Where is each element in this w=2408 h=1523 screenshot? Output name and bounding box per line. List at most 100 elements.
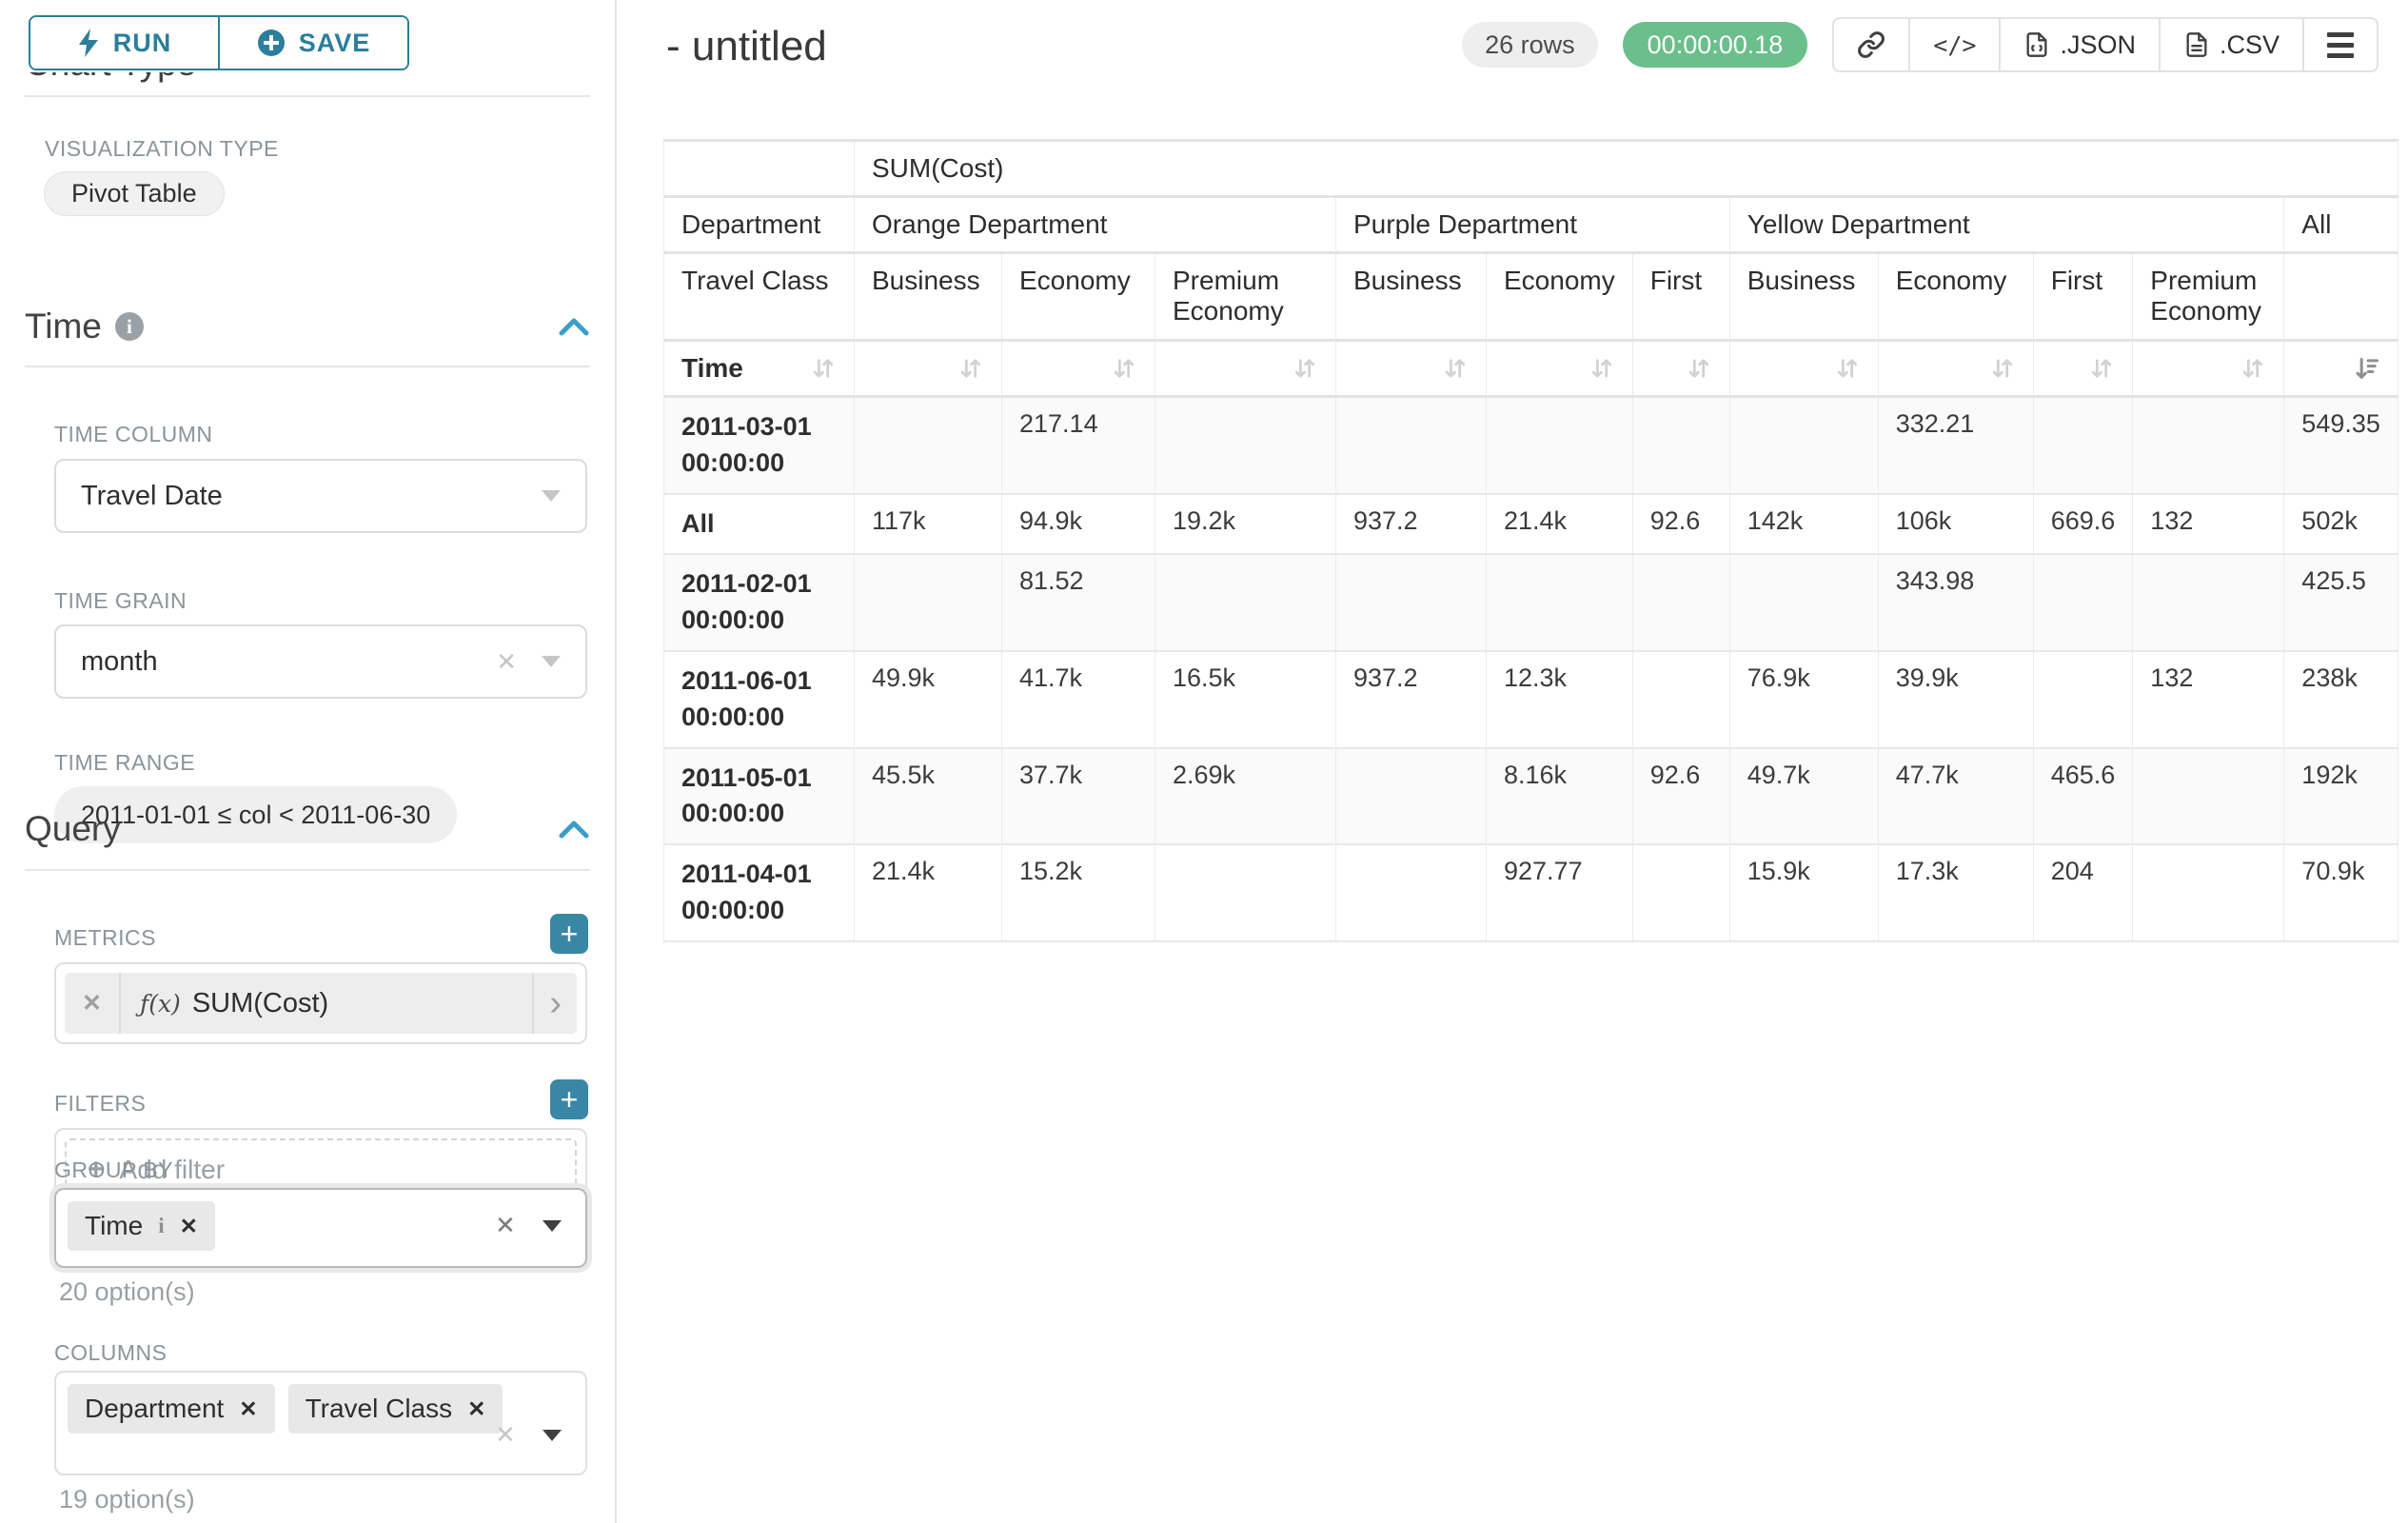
time-grain-select[interactable]: month ✕: [54, 624, 587, 699]
sort-icon[interactable]: [2088, 355, 2115, 382]
value-cell: 21.4k: [854, 843, 1002, 942]
divider: [25, 95, 590, 97]
metric-chip[interactable]: ✕ ƒ(x) SUM(Cost) ›: [65, 973, 577, 1034]
table-row: 2011-05-01 00:00:00 45.5k 37.7k 2.69k 8.16k 9…: [663, 747, 2398, 846]
sort-icon[interactable]: [1442, 355, 1469, 382]
sort-icon[interactable]: [1292, 355, 1318, 382]
value-cell: 425.5: [2283, 553, 2398, 652]
sort-icon[interactable]: [2240, 355, 2266, 382]
sort-header-row: Time: [663, 339, 2398, 398]
value-cell: [2132, 747, 2285, 846]
remove-chip-icon[interactable]: ✕: [467, 1395, 486, 1421]
export-json-button[interactable]: .JSON: [1999, 19, 2159, 70]
chevron-up-icon[interactable]: [558, 316, 590, 337]
pivot-table: SUM(Cost) Department Orange Department P…: [663, 139, 2398, 942]
value-cell: 12.3k: [1486, 650, 1633, 749]
sort-icon[interactable]: [1989, 355, 2016, 382]
metrics-box: ✕ ƒ(x) SUM(Cost) ›: [54, 962, 587, 1044]
value-cell: [1335, 747, 1487, 846]
value-cell: 39.9k: [1877, 650, 2034, 749]
remove-chip-icon[interactable]: ✕: [179, 1213, 198, 1238]
viz-type-pill[interactable]: Pivot Table: [44, 171, 225, 216]
value-cell: 17.3k: [1877, 843, 2034, 942]
value-cell: [854, 553, 1002, 652]
group-by-controls: ✕: [495, 1211, 562, 1240]
class-cell: Economy: [1486, 251, 1633, 342]
group-by-chip[interactable]: Time i ✕: [68, 1201, 215, 1251]
class-cell: Business: [1335, 251, 1487, 342]
export-csv-button[interactable]: .CSV: [2158, 19, 2302, 70]
chevron-up-icon[interactable]: [558, 819, 590, 840]
value-cell: 81.52: [1001, 553, 1155, 652]
value-cell: [1728, 395, 1879, 495]
class-cell: Premium Economy: [1155, 251, 1336, 342]
remove-chip-icon[interactable]: ✕: [239, 1395, 258, 1421]
time-section-header: Time i: [25, 307, 590, 346]
row-count-badge: 26 rows: [1462, 22, 1598, 68]
chevron-down-icon[interactable]: [542, 1219, 562, 1232]
row-header-cell: 2011-04-01 00:00:00: [663, 843, 855, 942]
divider: [25, 869, 590, 871]
group-by-select[interactable]: Time i ✕: [54, 1188, 587, 1268]
corner-cell: [663, 139, 855, 198]
row-header-cell: 2011-02-01 00:00:00: [663, 553, 855, 652]
time-range-pill[interactable]: 2011-01-01 ≤ col < 2011-06-30: [54, 786, 458, 843]
add-filter-plus-button[interactable]: +: [550, 1079, 588, 1119]
query-section-title: Query: [25, 809, 121, 848]
run-button[interactable]: RUN: [30, 17, 218, 69]
lightning-icon: [78, 29, 98, 57]
columns-select[interactable]: Department ✕ Travel Class ✕: [54, 1371, 587, 1475]
clear-icon[interactable]: ✕: [496, 646, 517, 676]
value-cell: 70.9k: [2283, 843, 2398, 942]
value-cell: 8.16k: [1486, 747, 1633, 846]
class-cell: Economy: [1877, 251, 2034, 342]
clear-icon[interactable]: ✕: [495, 1211, 516, 1239]
value-cell: [2132, 843, 2285, 942]
chevron-down-icon[interactable]: [542, 656, 561, 667]
value-cell: 204: [2032, 843, 2134, 942]
remove-metric-icon[interactable]: ✕: [65, 973, 121, 1034]
clear-icon[interactable]: ✕: [495, 1420, 516, 1449]
department-group-cell: Orange Department: [854, 195, 1336, 254]
sort-descending-active-icon[interactable]: [2354, 355, 2380, 382]
row-dim-cell: Department: [663, 195, 855, 254]
sort-icon[interactable]: [1686, 355, 1712, 382]
chevron-right-icon[interactable]: ›: [532, 973, 577, 1034]
value-cell: 502k: [2283, 493, 2398, 556]
class-cell: Premium Economy: [2132, 251, 2285, 342]
value-cell: [1486, 395, 1633, 495]
value-cell: 192k: [2283, 747, 2398, 846]
sort-icon[interactable]: [1111, 355, 1137, 382]
info-icon[interactable]: i: [114, 312, 144, 341]
menu-button[interactable]: [2302, 19, 2377, 70]
value-cell: [2032, 395, 2134, 495]
sort-icon[interactable]: [1834, 355, 1861, 382]
table-row: 2011-03-01 00:00:00 217.14 332.21 549.35: [663, 395, 2398, 495]
add-metric-button[interactable]: +: [550, 914, 588, 954]
value-cell: [2032, 650, 2134, 749]
value-cell: 132: [2132, 650, 2285, 749]
chevron-down-icon[interactable]: [542, 1429, 562, 1441]
copy-link-button[interactable]: [1834, 19, 1908, 70]
elapsed-time-badge: 00:00:00.18: [1622, 22, 1808, 68]
chevron-down-icon[interactable]: [542, 490, 561, 502]
group-by-options-note: 20 option(s): [59, 1277, 195, 1306]
value-cell: [1155, 843, 1336, 942]
columns-chip[interactable]: Travel Class ✕: [287, 1384, 503, 1434]
row-header-cell: 2011-05-01 00:00:00: [663, 747, 855, 846]
sort-icon[interactable]: [1589, 355, 1615, 382]
sort-icon[interactable]: [957, 355, 984, 382]
save-button[interactable]: SAVE: [218, 17, 407, 69]
table-row: 2011-04-01 00:00:00 21.4k 15.2k 927.77 15.9k…: [663, 843, 2398, 942]
row-header-cell: 2011-06-01 00:00:00: [663, 650, 855, 749]
value-cell: 2.69k: [1155, 747, 1336, 846]
value-cell: [1335, 395, 1487, 495]
time-column-select[interactable]: Travel Date: [54, 459, 587, 533]
sort-icon[interactable]: [810, 355, 837, 382]
value-cell: [2132, 553, 2285, 652]
results-panel: - untitled 26 rows 00:00:00.18 </> .JSON…: [619, 0, 2408, 1523]
view-query-button[interactable]: </>: [1908, 19, 1999, 70]
info-icon[interactable]: i: [158, 1214, 165, 1237]
columns-chip[interactable]: Department ✕: [68, 1384, 275, 1434]
class-cell: Economy: [1001, 251, 1155, 342]
